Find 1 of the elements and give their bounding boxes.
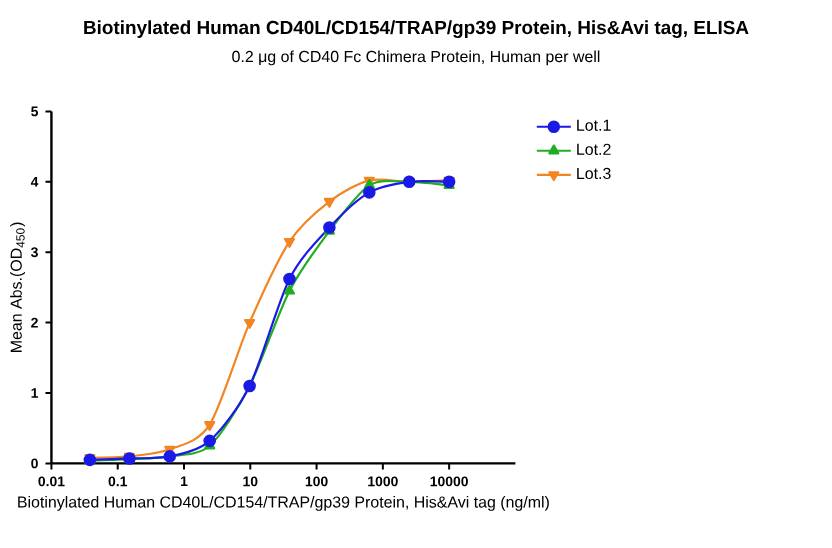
chart-title: Biotinylated Human CD40L/CD154/TRAP/gp39 Protein, His&Avi tag, ELISA	[84, 20, 749, 38]
